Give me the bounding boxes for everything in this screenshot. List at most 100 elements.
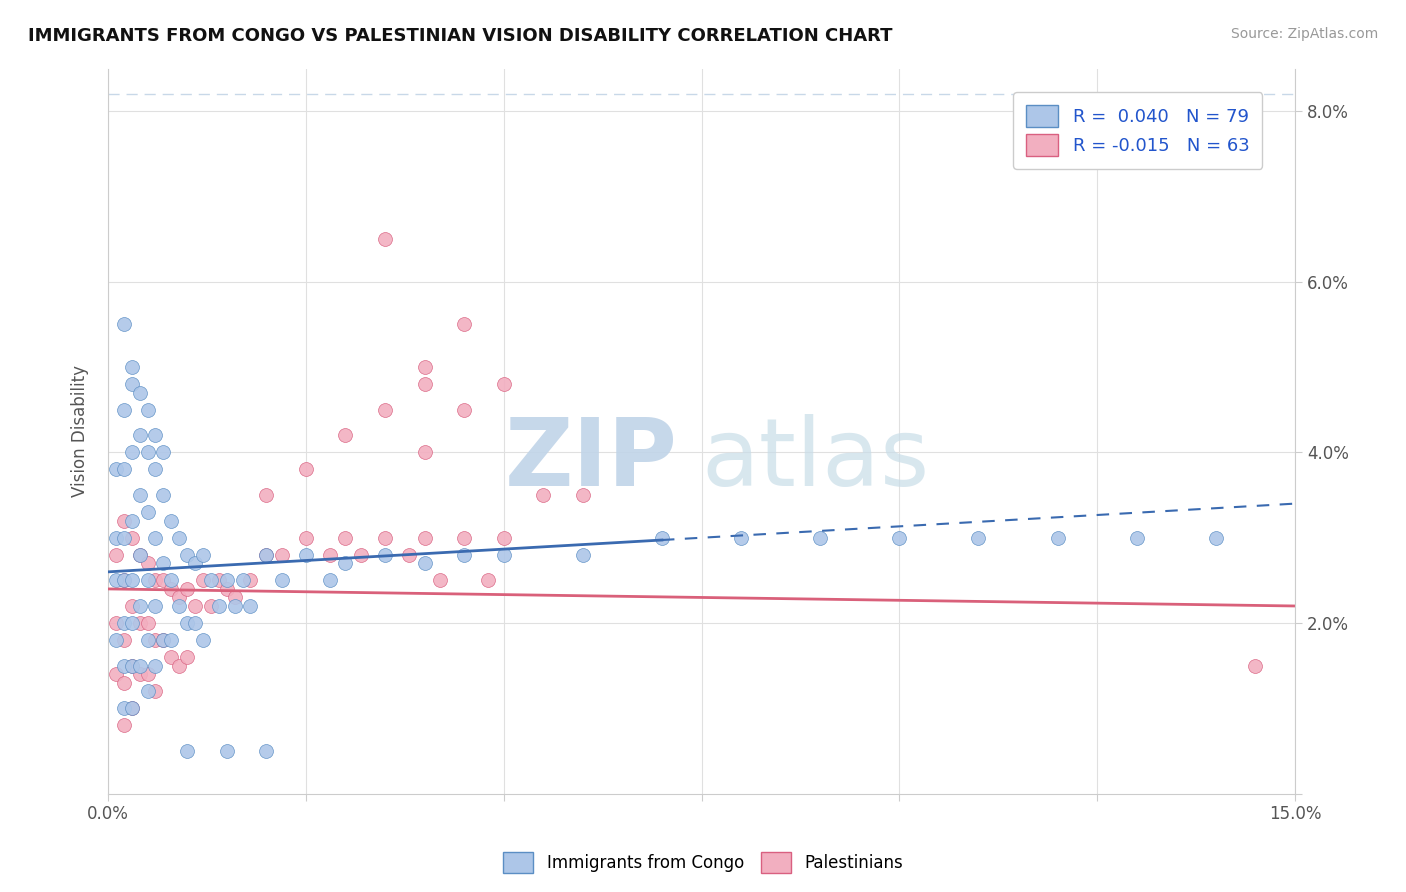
Point [145,684,167,698]
Point [398,548,420,562]
Point [413,377,436,392]
Point [572,488,595,502]
Point [112,658,135,673]
Point [136,667,159,681]
Point [167,658,190,673]
Point [413,557,436,571]
Point [429,574,451,588]
Point [160,650,183,665]
Point [121,514,143,528]
Point [477,574,499,588]
Point [112,701,135,715]
Point [184,615,207,630]
Point [145,658,167,673]
Point [492,531,515,545]
Point [145,574,167,588]
Point [112,402,135,417]
Point [191,548,214,562]
Point [145,428,167,442]
Point [112,574,135,588]
Point [167,591,190,605]
Point [1046,531,1069,545]
Point [121,377,143,392]
Point [160,582,183,596]
Point [104,667,127,681]
Point [128,658,150,673]
Point [318,574,340,588]
Point [112,615,135,630]
Point [374,402,396,417]
Point [160,514,183,528]
Point [112,675,135,690]
Point [176,548,198,562]
Point [224,591,246,605]
Point [121,599,143,613]
Point [136,505,159,519]
Point [295,462,318,476]
Point [295,531,318,545]
Point [104,615,127,630]
Point [121,574,143,588]
Point [128,385,150,400]
Point [136,615,159,630]
Point [167,531,190,545]
Point [239,599,262,613]
Point [152,488,174,502]
Point [136,402,159,417]
Point [374,232,396,246]
Point [200,599,222,613]
Point [492,377,515,392]
Point [453,548,475,562]
Point [121,360,143,375]
Point [176,582,198,596]
Point [374,548,396,562]
Legend: Immigrants from Congo, Palestinians: Immigrants from Congo, Palestinians [496,846,910,880]
Point [121,615,143,630]
Point [254,548,277,562]
Point [136,633,159,648]
Point [104,462,127,476]
Point [374,531,396,545]
Point [651,531,673,545]
Text: ZIP: ZIP [505,414,678,506]
Point [136,574,159,588]
Point [335,531,357,545]
Point [128,488,150,502]
Point [335,557,357,571]
Point [121,658,143,673]
Point [152,633,174,648]
Point [191,633,214,648]
Point [176,744,198,758]
Point [413,445,436,459]
Point [453,402,475,417]
Point [104,574,127,588]
Point [191,574,214,588]
Point [413,531,436,545]
Text: IMMIGRANTS FROM CONGO VS PALESTINIAN VISION DISABILITY CORRELATION CHART: IMMIGRANTS FROM CONGO VS PALESTINIAN VIS… [28,27,893,45]
Y-axis label: Vision Disability: Vision Disability [72,365,89,497]
Point [318,548,340,562]
Point [136,684,159,698]
Point [967,531,990,545]
Point [160,633,183,648]
Point [176,615,198,630]
Point [112,574,135,588]
Point [413,360,436,375]
Point [112,531,135,545]
Point [889,531,911,545]
Point [128,599,150,613]
Text: Source: ZipAtlas.com: Source: ZipAtlas.com [1230,27,1378,41]
Point [808,531,831,545]
Point [128,667,150,681]
Point [730,531,752,545]
Point [335,428,357,442]
Point [271,574,294,588]
Point [121,658,143,673]
Point [215,582,238,596]
Legend: R =  0.040   N = 79, R = -0.015   N = 63: R = 0.040 N = 79, R = -0.015 N = 63 [1014,92,1263,169]
Point [453,318,475,332]
Point [112,462,135,476]
Point [184,557,207,571]
Point [531,488,554,502]
Point [104,548,127,562]
